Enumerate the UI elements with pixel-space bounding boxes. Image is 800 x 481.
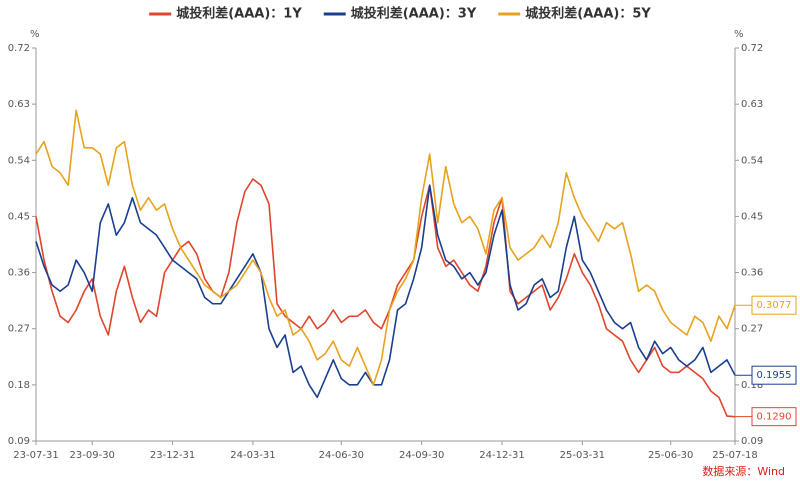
x-tick-label: 24-12-31	[479, 450, 524, 461]
x-tick-label: 23-09-30	[70, 450, 115, 461]
series-line	[35, 178, 736, 418]
y-tick-label: 0.36	[8, 268, 30, 279]
end-label: 0.3077	[735, 295, 797, 315]
x-tick-label: 24-06-30	[319, 450, 364, 461]
x-tick-label: 24-03-31	[230, 450, 275, 461]
source-note: 数据来源：Wind	[702, 464, 785, 478]
y2-tick-label: 0.27	[741, 324, 763, 335]
y2-tick-label: 0.36	[741, 268, 763, 279]
end-label-text: 0.1290	[757, 412, 792, 423]
y-tick-label: 0.45	[8, 211, 30, 222]
x-tick-label: 25-03-31	[560, 450, 605, 461]
end-label-box	[751, 295, 797, 315]
y-tick-label: 0.27	[8, 324, 30, 335]
legend-item: 城投利差(AAA)：5Y	[498, 6, 651, 22]
y2-tick-label: 0.54	[741, 155, 763, 166]
legend: 城投利差(AAA)：1Y 城投利差(AAA)：3Y 城投利差(AAA)：5Y	[149, 6, 651, 22]
x-tick-label: 23-12-31	[150, 450, 195, 461]
x-tick-label: 24-09-30	[399, 450, 444, 461]
y-tick-label: 0.09	[8, 436, 30, 447]
x-tick-label: 25-06-30	[648, 450, 693, 461]
end-label: 0.1955	[735, 365, 797, 385]
y2-tick-label: 0.63	[741, 99, 763, 110]
end-label-box	[751, 407, 797, 427]
y-tick-label: 0.18	[8, 380, 30, 391]
legend-item: 城投利差(AAA)：1Y	[149, 6, 302, 22]
end-label-text: 0.3077	[757, 300, 792, 311]
y2-tick-label: 0.45	[741, 211, 763, 222]
y2-tick-label: 0.09	[741, 436, 763, 447]
legend-label: 城投利差(AAA)：3Y	[351, 6, 477, 22]
legend-label: 城投利差(AAA)：5Y	[525, 6, 651, 22]
y-unit: %	[30, 29, 40, 40]
y-tick-label: 0.63	[8, 99, 30, 110]
series-line	[35, 109, 736, 386]
legend-label: 城投利差(AAA)：1Y	[176, 6, 302, 22]
x-tick-label: 25-07-18	[712, 450, 757, 461]
x-tick-label: 23-07-31	[13, 450, 58, 461]
end-label-text: 0.1955	[757, 370, 792, 381]
y-tick-label: 0.72	[8, 43, 30, 54]
legend-item: 城投利差(AAA)：3Y	[323, 6, 477, 22]
y2-unit: %	[734, 29, 744, 40]
y2-tick-label: 0.18	[741, 380, 763, 391]
end-label: 0.1290	[735, 407, 797, 427]
y-tick-label: 0.54	[8, 155, 30, 166]
series-line	[35, 184, 736, 399]
end-label-box	[751, 365, 797, 385]
y2-tick-label: 0.72	[741, 43, 763, 54]
